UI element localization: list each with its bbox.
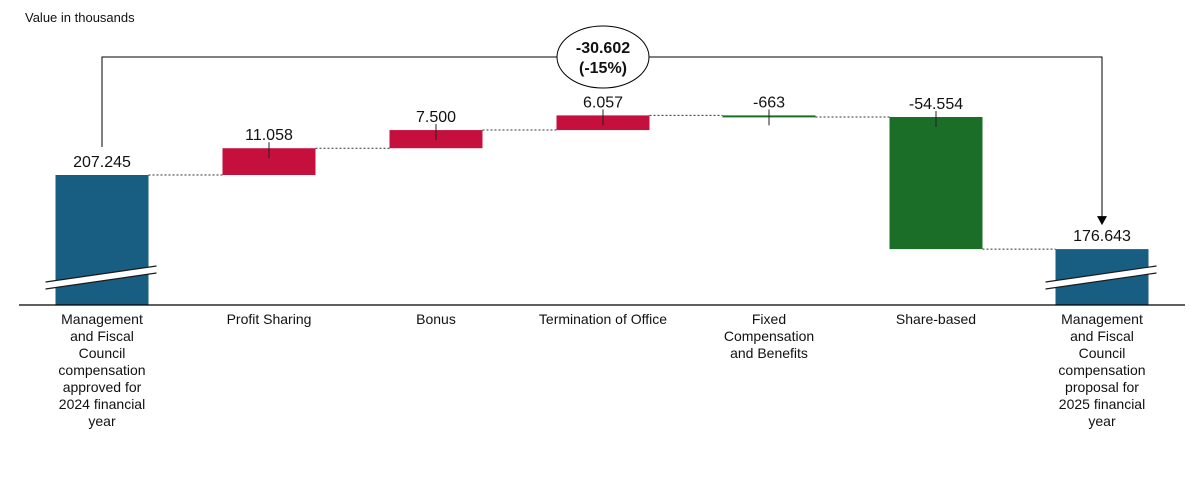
arrowhead-icon [1097, 216, 1107, 226]
category-label-0-line-4: approved for [63, 379, 142, 395]
unit-label: Value in thousands [25, 10, 135, 25]
value-label-0: 207.245 [73, 154, 131, 171]
change-percent: (-15%) [579, 60, 627, 77]
axis-break-0 [45, 266, 157, 289]
total-change-annotation: -30.602 (-15%) [101, 25, 1107, 226]
value-label-5: -54.554 [909, 96, 963, 113]
value-label-6: 176.643 [1073, 228, 1131, 245]
change-value: -30.602 [576, 40, 630, 57]
category-label-2-line-0: Bonus [416, 311, 456, 327]
axis-break-line-b-0 [45, 272, 157, 290]
category-label-1-line-0: Profit Sharing [227, 311, 312, 327]
axis-break-line-a-0 [45, 265, 157, 283]
bars [45, 109, 1157, 305]
change-callout-ellipse [556, 25, 650, 89]
bar-5 [889, 117, 983, 250]
value-label-3: 6.057 [583, 94, 623, 111]
axis-break-line-b-6 [1045, 272, 1157, 290]
category-label-0-line-1: and Fiscal [70, 328, 134, 344]
category-label-6-line-3: compensation [1058, 362, 1145, 378]
category-label-0-line-6: year [88, 413, 116, 429]
category-label-0-line-3: compensation [58, 362, 145, 378]
category-label-6-line-6: year [1088, 413, 1116, 429]
category-label-6-line-4: proposal for [1065, 379, 1139, 395]
connector-lines [148, 114, 1056, 250]
category-label-5-line-0: Share-based [896, 311, 976, 327]
value-label-1: 11.058 [245, 127, 293, 144]
category-label-6-line-0: Management [1061, 311, 1143, 327]
value-label-4: -663 [753, 94, 785, 111]
axis-break-6 [1045, 266, 1157, 289]
category-label-6-line-5: 2025 financial [1059, 396, 1145, 412]
category-label-4-line-1: Compensation [724, 328, 814, 344]
category-label-0-line-5: 2024 financial [59, 396, 145, 412]
category-label-0-line-0: Management [61, 311, 143, 327]
category-label-6-line-2: Council [1079, 345, 1126, 361]
category-label-6-line-1: and Fiscal [1070, 328, 1134, 344]
category-label-3-line-0: Termination of Office [539, 311, 667, 327]
category-label-0-line-2: Council [79, 345, 126, 361]
value-labels: 207.245 11.058 7.500 6.057 -663 -54.554 176.64… [73, 94, 1131, 245]
category-label-4-line-2: and Benefits [730, 345, 808, 361]
value-label-2: 7.500 [416, 109, 456, 126]
axis-break-line-a-6 [1045, 265, 1157, 283]
category-label-4-line-0: Fixed [752, 311, 786, 327]
